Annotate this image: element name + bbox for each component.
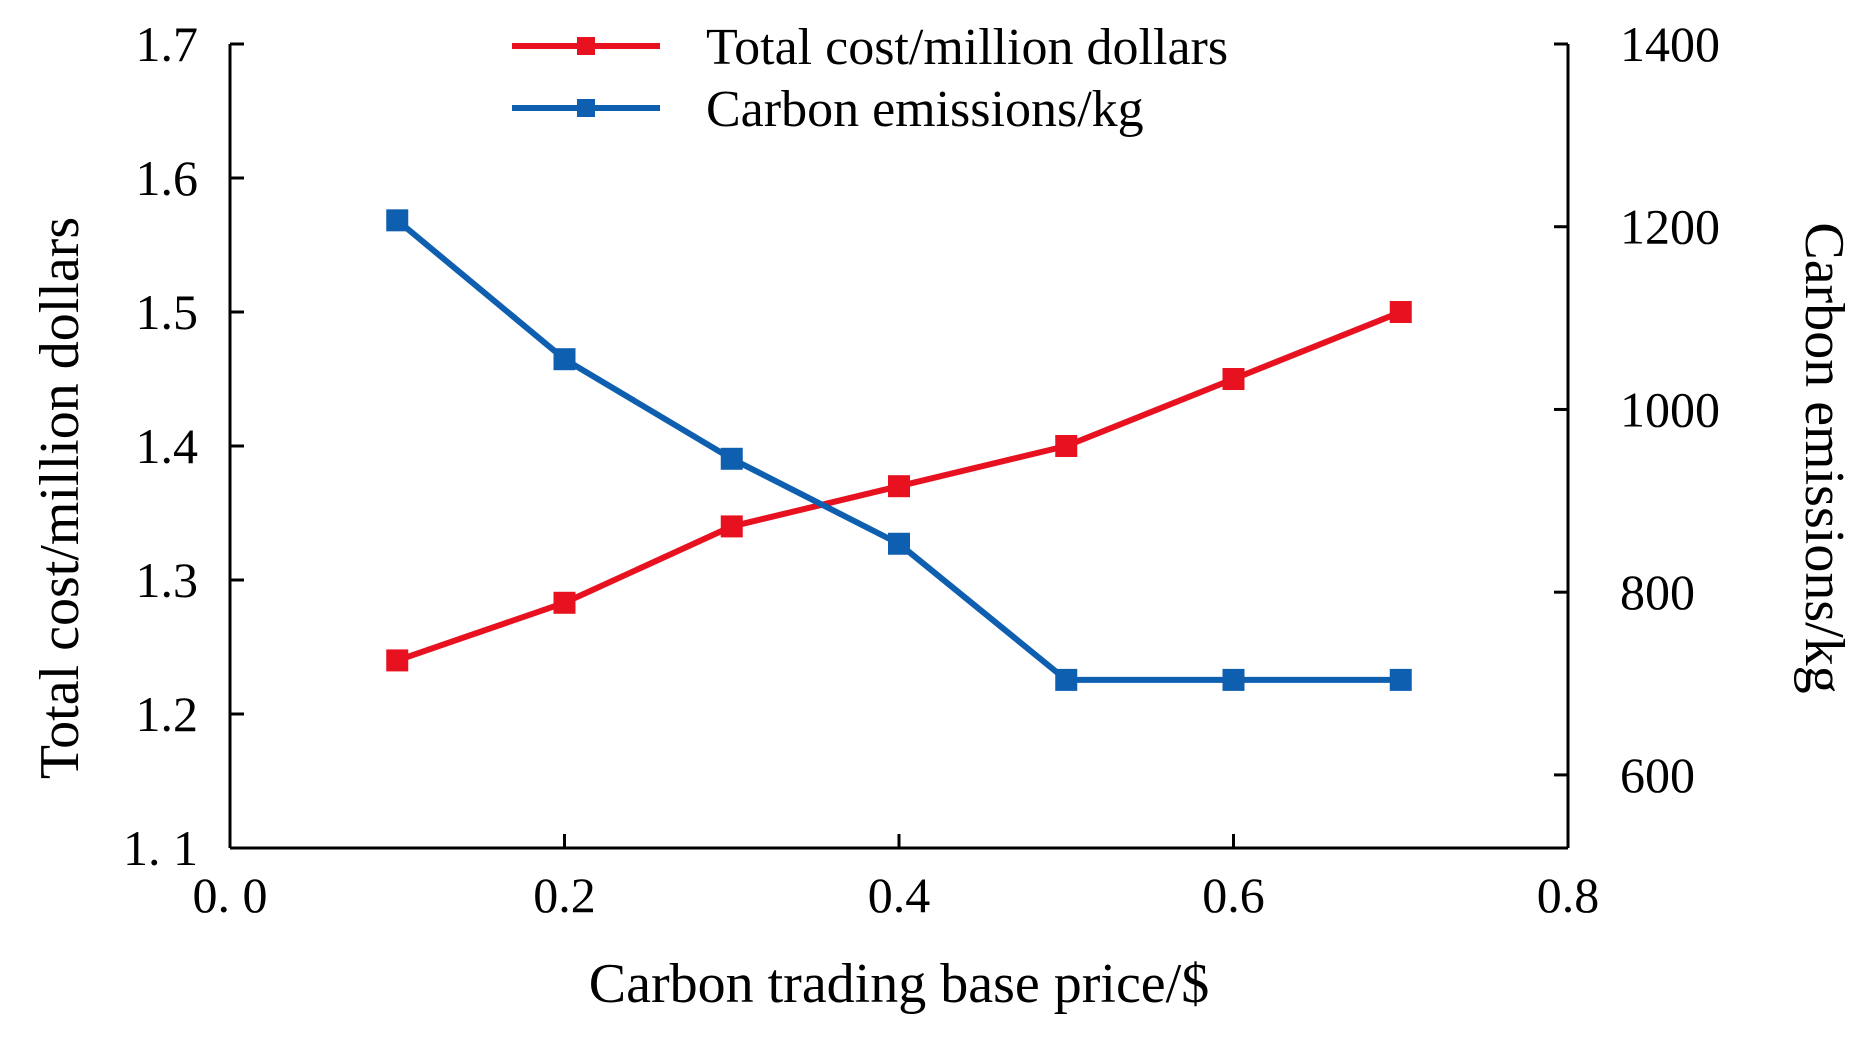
series-layer bbox=[386, 209, 1412, 691]
data-point-carbon-emissions bbox=[1389, 668, 1412, 691]
data-point-carbon-emissions bbox=[888, 532, 910, 555]
right-y-tick-label: 1000 bbox=[1620, 381, 1720, 437]
legend-marker-carbon-emissions bbox=[577, 99, 595, 117]
legend-marker-total-cost bbox=[577, 37, 595, 55]
x-tick-label: 0. 0 bbox=[193, 867, 268, 923]
left-y-tick-label: 1.7 bbox=[136, 16, 199, 72]
data-point-carbon-emissions bbox=[553, 348, 576, 371]
x-tick-label: 0.2 bbox=[533, 867, 596, 923]
left-y-axis-title: Total cost/million dollars bbox=[29, 217, 91, 779]
left-y-tick-label: 1.4 bbox=[136, 418, 199, 474]
data-point-total-cost bbox=[1222, 368, 1245, 390]
data-point-carbon-emissions bbox=[1055, 668, 1078, 691]
data-point-carbon-emissions bbox=[386, 209, 409, 232]
data-point-total-cost bbox=[1389, 301, 1412, 323]
x-axis-ticks: 0. 0 0.2 0.4 0.6 0.8 bbox=[193, 834, 1600, 923]
x-tick-label: 0.8 bbox=[1537, 867, 1600, 923]
data-point-total-cost bbox=[720, 515, 743, 538]
legend: Total cost/million dollars Carbon emissi… bbox=[512, 19, 1228, 138]
right-y-axis-ticks: 600 800 1000 1200 1400 bbox=[1554, 16, 1720, 803]
left-y-tick-label: 1.3 bbox=[136, 552, 199, 608]
data-point-total-cost bbox=[386, 649, 409, 672]
right-y-tick-label: 1200 bbox=[1620, 199, 1720, 255]
left-y-axis-ticks: 1. 1 1.2 1.3 1.4 1.5 1.6 1.7 bbox=[123, 16, 244, 876]
legend-label-carbon-emissions: Carbon emissions/kg bbox=[706, 81, 1144, 138]
data-point-total-cost bbox=[1055, 435, 1078, 457]
data-point-carbon-emissions bbox=[1222, 668, 1245, 691]
data-point-total-cost bbox=[888, 475, 910, 498]
left-y-tick-label: 1. 1 bbox=[123, 820, 198, 876]
right-y-axis-title: Carbon emissions/kg bbox=[1793, 222, 1855, 693]
data-point-carbon-emissions bbox=[720, 447, 743, 470]
legend-label-total-cost: Total cost/million dollars bbox=[706, 19, 1228, 76]
x-axis-title: Carbon trading base price/$ bbox=[589, 953, 1209, 1015]
right-y-tick-label: 800 bbox=[1620, 564, 1695, 620]
left-y-tick-label: 1.5 bbox=[136, 284, 199, 340]
right-y-tick-label: 1400 bbox=[1620, 16, 1720, 72]
x-tick-label: 0.4 bbox=[868, 867, 931, 923]
left-y-tick-label: 1.2 bbox=[136, 686, 199, 742]
right-y-tick-label: 600 bbox=[1620, 747, 1695, 803]
data-point-total-cost bbox=[553, 591, 576, 614]
x-tick-label: 0.6 bbox=[1202, 867, 1265, 923]
left-y-tick-label: 1.6 bbox=[136, 150, 199, 206]
